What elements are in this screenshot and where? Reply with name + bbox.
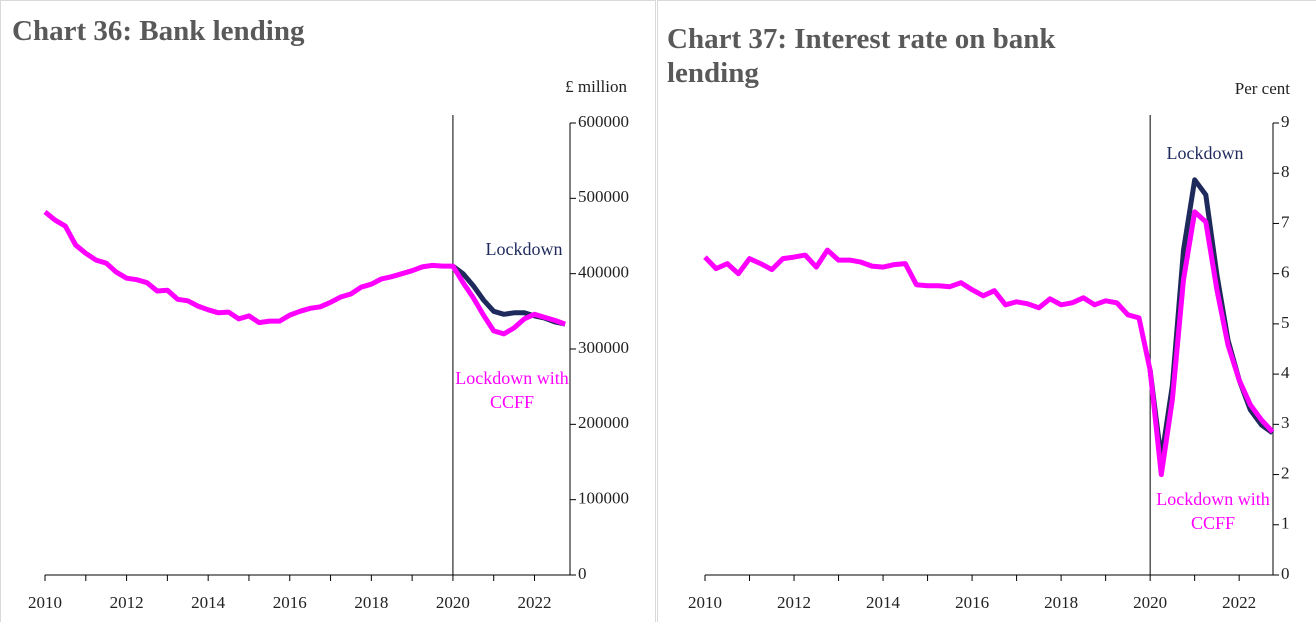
series-line — [43, 209, 566, 337]
y-tick-label: 4 — [1281, 363, 1290, 382]
x-tick-label: 2022 — [518, 593, 552, 612]
y-tick-label: 6 — [1281, 263, 1290, 282]
chart-title: Chart 37: Interest rate on bank lending — [667, 23, 1056, 89]
y-tick-label: 3 — [1281, 413, 1290, 432]
x-tick-label: 2020 — [436, 593, 470, 612]
y-tick-label: 9 — [1281, 112, 1290, 131]
chart-title: Chart 36: Bank lending — [12, 15, 305, 47]
x-tick-label: 2018 — [354, 593, 388, 612]
x-tick-label: 2018 — [1044, 593, 1078, 612]
x-tick-label: 2020 — [1133, 593, 1167, 612]
y-tick-label: 0 — [578, 564, 587, 583]
y-tick-label: 200000 — [578, 413, 629, 432]
y-unit-label: £ million — [565, 77, 627, 96]
x-tick-label: 2010 — [688, 593, 722, 612]
x-tick-label: 2012 — [110, 593, 144, 612]
y-tick-label: 8 — [1281, 162, 1290, 181]
y-tick-label: 2 — [1281, 463, 1290, 482]
series-label: Lockdown with CCFF — [455, 368, 569, 412]
y-tick-label: 500000 — [578, 187, 629, 206]
panel-border — [0, 0, 656, 622]
y-tick-label: 400000 — [578, 263, 629, 282]
panel-border — [657, 0, 1316, 622]
x-tick-label: 2010 — [28, 593, 62, 612]
y-unit-label: Per cent — [1235, 79, 1291, 98]
x-tick-label: 2016 — [273, 593, 307, 612]
series-label: Lockdown — [485, 239, 563, 259]
series-label: Lockdown with CCFF — [1156, 489, 1270, 533]
x-tick-label: 2014 — [866, 593, 901, 612]
x-tick-label: 2016 — [955, 593, 989, 612]
y-tick-label: 600000 — [578, 112, 629, 131]
y-tick-label: 1 — [1281, 514, 1290, 533]
series-line — [703, 209, 1275, 478]
series-label: Lockdown — [1166, 143, 1244, 163]
y-tick-label: 5 — [1281, 313, 1290, 332]
x-tick-label: 2022 — [1222, 593, 1256, 612]
y-tick-label: 0 — [1281, 564, 1290, 583]
x-tick-label: 2012 — [777, 593, 811, 612]
x-tick-label: 2014 — [191, 593, 226, 612]
y-tick-label: 100000 — [578, 489, 629, 508]
y-tick-label: 300000 — [578, 338, 629, 357]
y-tick-label: 7 — [1281, 212, 1290, 231]
